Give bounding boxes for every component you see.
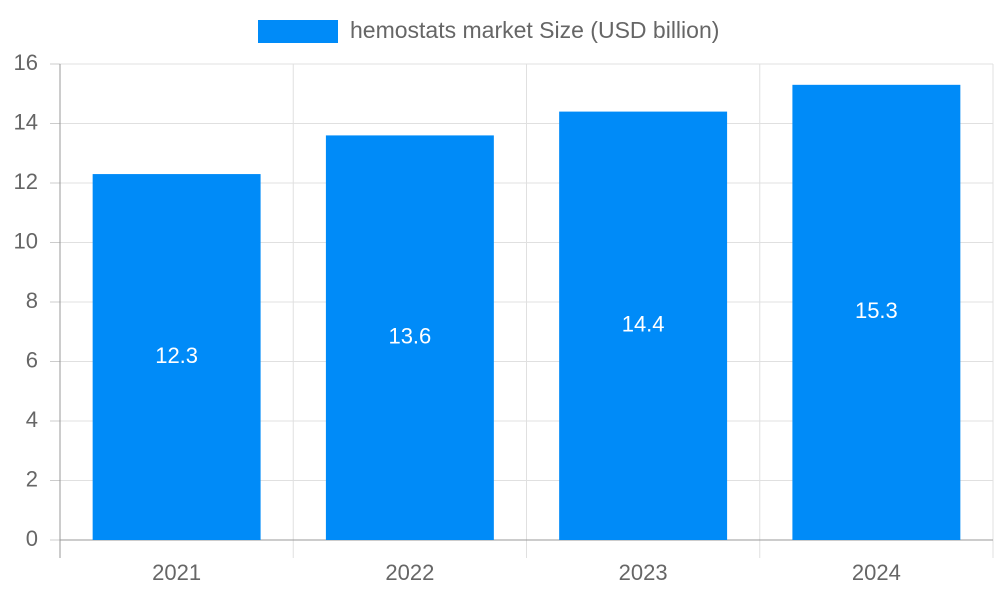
x-tick-label: 2023 [619,560,668,585]
data-label: 13.6 [388,324,431,349]
y-tick-label: 2 [26,466,38,491]
bar [559,111,728,540]
data-label: 15.3 [855,298,898,323]
bar [325,135,494,540]
data-label: 14.4 [622,312,665,337]
x-tick-label: 2021 [152,560,201,585]
bar [92,174,261,540]
y-tick-label: 10 [14,228,38,253]
x-tick-label: 2022 [385,560,434,585]
legend-label: hemostats market Size (USD billion) [350,17,719,43]
legend-swatch [258,20,338,43]
y-tick-label: 12 [14,169,38,194]
y-tick-label: 16 [14,50,38,75]
x-tick-label: 2024 [852,560,901,585]
y-tick-label: 14 [14,109,38,134]
data-label: 12.3 [155,343,198,368]
y-tick-label: 6 [26,347,38,372]
bar [792,84,961,540]
y-tick-label: 4 [26,407,38,432]
y-tick-label: 0 [26,526,38,551]
y-tick-label: 8 [26,288,38,313]
